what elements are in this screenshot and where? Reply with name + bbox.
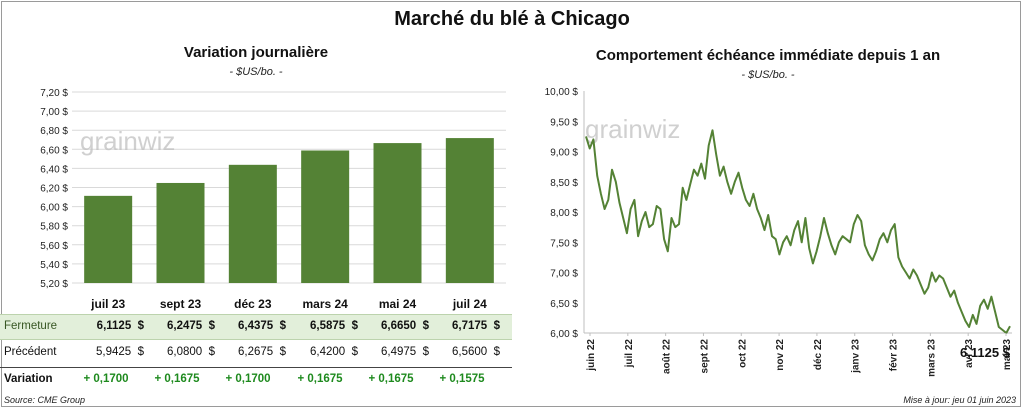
table-cell: 6,6650 $ [381,320,429,332]
table-cell: + 0,1700 [225,373,271,385]
y-tick-label: 6,20 $ [40,184,68,195]
x-tick-label: sept 22 [699,339,710,374]
source-note: Source: CME Group [4,395,86,405]
y-tick-label: 9,00 $ [550,148,578,159]
y-tick-label: 7,00 $ [550,269,578,280]
table-cell: 6,4975 $ [381,346,429,358]
y-tick-label: 6,80 $ [40,126,68,137]
x-tick-label: oct 22 [737,339,748,368]
y-tick-label: 7,20 $ [40,88,68,99]
table-cell: 6,7175 $ [452,320,500,332]
x-tick-label: nov 22 [775,339,786,371]
y-tick-label: 7,50 $ [550,238,578,249]
table-cell: 6,2475 $ [167,320,215,332]
bar [84,195,133,283]
row-label: Variation [4,373,53,385]
last-price-label: 6,1125 $ [960,345,1010,360]
x-tick-label: août 22 [662,339,673,374]
table-cell: + 0,1675 [154,373,200,385]
x-tick-label: juil 23 [90,297,125,311]
table-cell: 6,4200 $ [310,346,358,358]
y-tick-label: 7,00 $ [40,107,68,118]
x-tick-label: mars 24 [302,297,348,311]
y-tick-label: 8,00 $ [550,208,578,219]
bar [445,138,494,283]
table-row: Fermeture 6,1125 $ 6,2475 $ 6,4375 $ 6,5875 … [0,314,512,340]
bar [228,164,277,283]
watermark-logo: grainwiz [80,126,175,156]
table-cell: 5,9425 $ [96,346,144,358]
table-cell: 6,4375 $ [238,320,286,332]
table-row: Variation + 0,1700 + 0,1675 + 0,1700 + 0,167… [0,367,512,392]
y-tick-label: 6,60 $ [40,145,68,156]
y-tick-label: 8,50 $ [550,178,578,189]
y-tick-label: 5,60 $ [40,241,68,252]
table-cell: 6,5875 $ [310,320,358,332]
table-cell: 6,1125 $ [96,320,144,332]
x-tick-label: déc 22 [813,339,824,371]
x-tick-label: mars 23 [926,339,937,377]
x-tick-label: juil 22 [624,339,635,369]
left-chart-title: Variation journalière [183,44,329,61]
row-label: Précédent [4,346,57,358]
x-tick-label: juil 24 [452,297,487,311]
x-tick-label: mai 24 [379,297,417,311]
row-label: Fermeture [4,320,58,332]
x-tick-label: févr 23 [889,339,900,372]
watermark-logo: grainwiz [585,114,680,144]
table-cell: 6,2675 $ [238,346,286,358]
left-chart-unit: - $US/bo. - [229,66,283,78]
table-cell: 6,5600 $ [452,346,500,358]
x-tick-label: sept 23 [160,297,202,311]
update-note: Mise à jour: jeu 01 juin 2023 [903,395,1016,405]
table-cell: + 0,1675 [297,373,343,385]
right-chart-unit: - $US/bo. - [741,69,795,81]
bar [156,182,205,283]
y-tick-label: 5,20 $ [40,279,68,290]
y-tick-label: 10,00 $ [545,87,579,98]
y-tick-label: 6,00 $ [40,203,68,214]
x-tick-label: juin 22 [586,339,597,372]
table-row: Précédent 5,9425 $ 6,0800 $ 6,2675 $ 6,4200 … [0,341,512,365]
table-cell: + 0,1575 [439,373,485,385]
table-cell: + 0,1700 [83,373,129,385]
y-tick-label: 5,40 $ [40,260,68,271]
y-tick-label: 6,40 $ [40,164,68,175]
y-tick-label: 6,00 $ [550,329,578,340]
x-tick-label: mai 23 [1002,339,1013,371]
table-cell: 6,0800 $ [167,346,215,358]
page-title: Marché du blé à Chicago [394,8,630,30]
y-tick-label: 9,50 $ [550,117,578,128]
bar [373,143,422,283]
x-tick-label: avr 23 [964,339,975,368]
right-chart-title: Comportement échéance immédiate depuis 1… [595,47,941,64]
table-cell: + 0,1675 [368,373,414,385]
bar [301,150,350,283]
y-tick-label: 5,80 $ [40,222,68,233]
price-line [585,129,1011,334]
x-tick-label: janv 23 [851,339,862,374]
x-tick-label: déc 23 [234,297,272,311]
y-tick-label: 6,50 $ [550,299,578,310]
